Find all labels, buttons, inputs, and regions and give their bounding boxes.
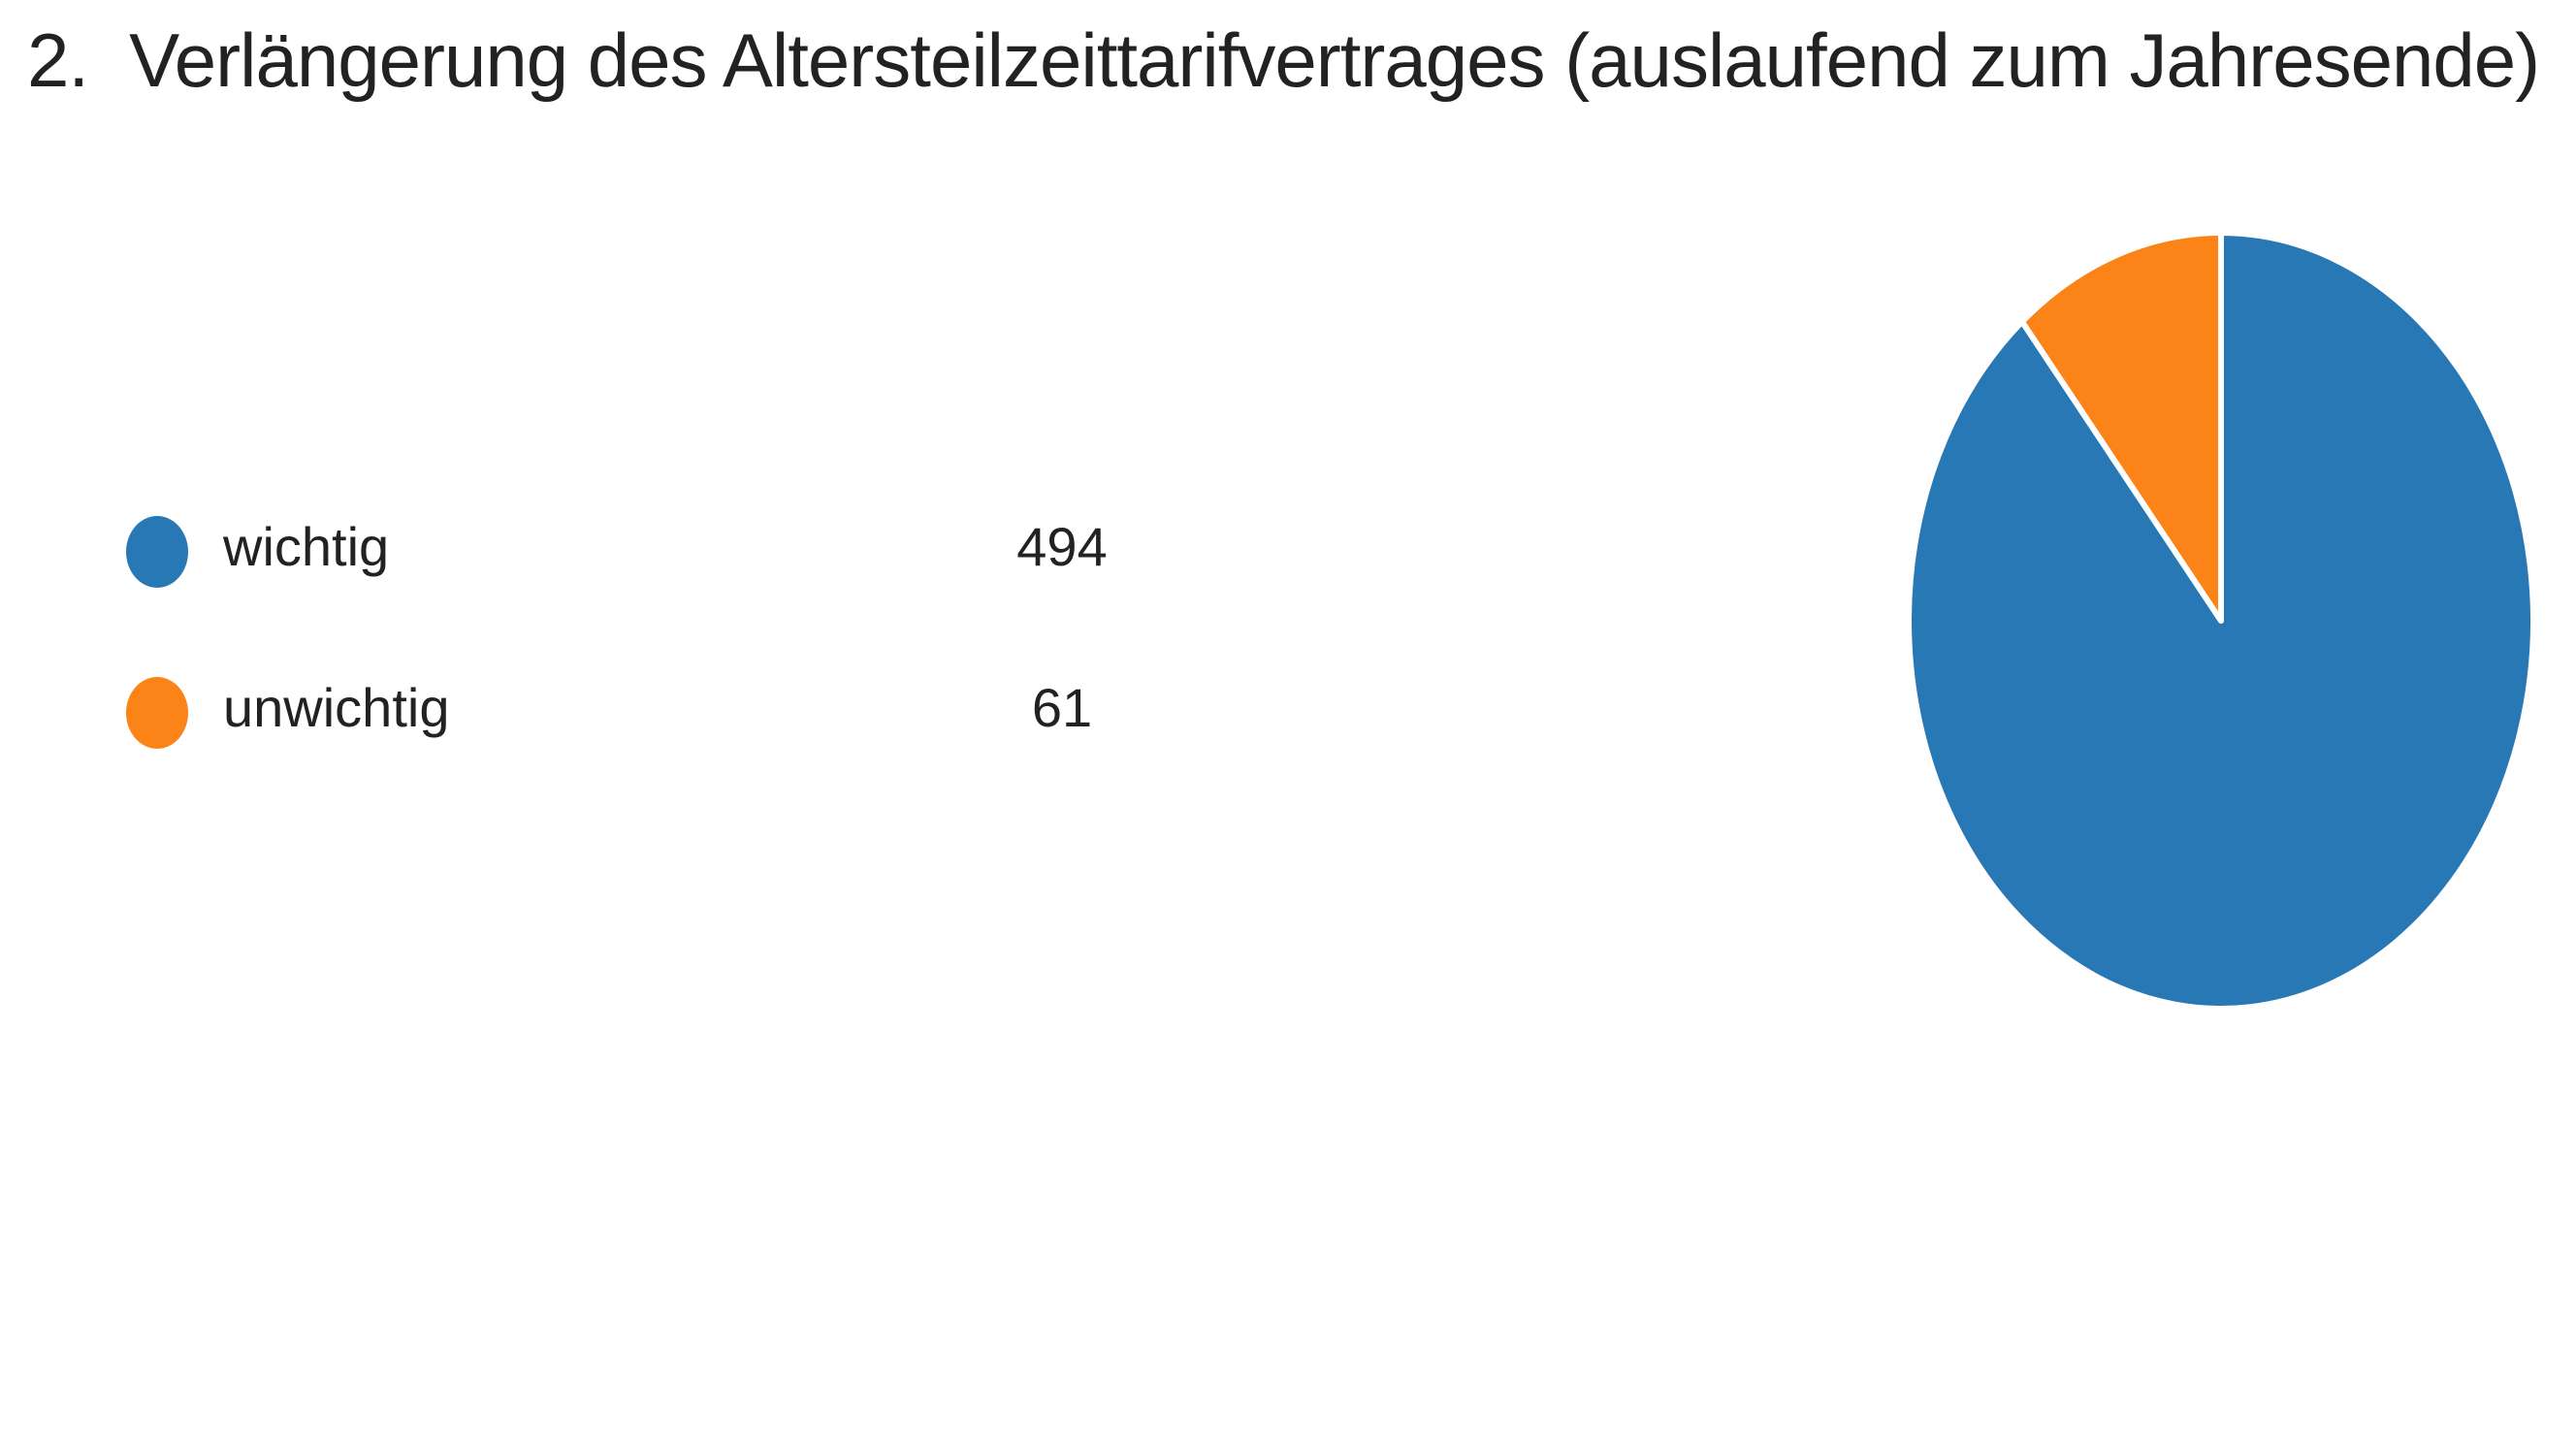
legend-count-wichtig: 494 <box>1016 516 1108 577</box>
legend-label-unwichtig: unwichtig <box>223 677 450 738</box>
pie-slice-unwichtig[interactable] <box>2018 233 2224 624</box>
legend-label-wichtig: wichtig <box>223 516 390 577</box>
pie-chart <box>1906 233 2536 1009</box>
legend-swatch-unwichtig <box>126 677 188 749</box>
question-number: 2. <box>27 17 89 103</box>
legend-item-unwichtig[interactable]: unwichtig 61 <box>126 656 1096 817</box>
legend-swatch-wichtig <box>126 516 188 588</box>
legend-count-unwichtig: 61 <box>1031 677 1093 738</box>
question-title: 2. Verlängerung des Altersteilzeittarifve… <box>27 12 2540 109</box>
chart-legend: wichtig 494 unwichtig 61 <box>126 495 1108 817</box>
legend-item-wichtig[interactable]: wichtig 494 <box>126 495 1108 656</box>
question-text: Verlängerung des Altersteilzeittarifvert… <box>129 17 2540 103</box>
